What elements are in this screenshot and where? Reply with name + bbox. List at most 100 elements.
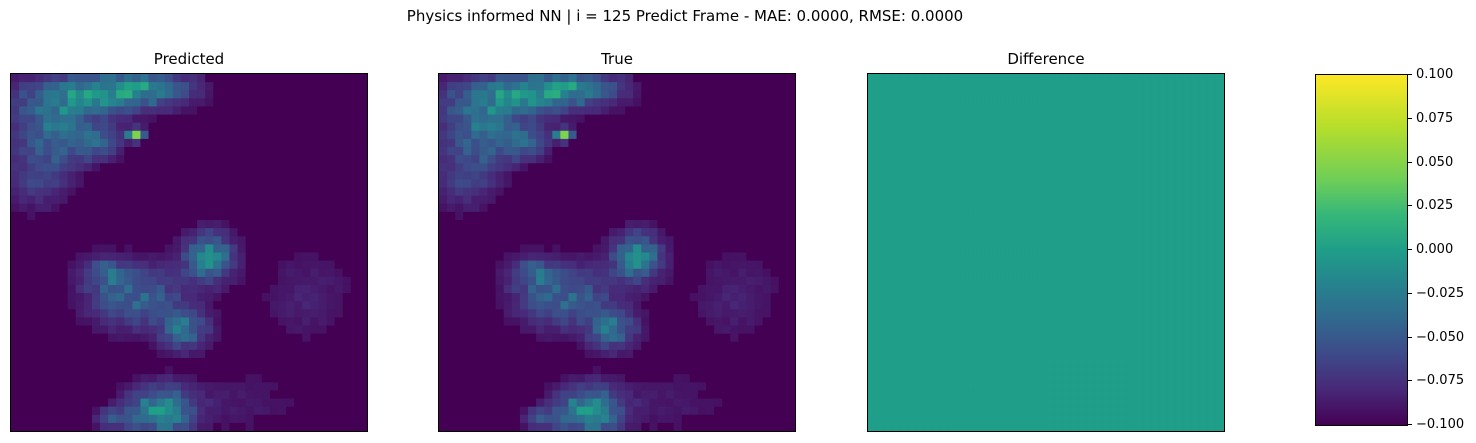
predicted-cell <box>221 325 231 335</box>
difference-cell <box>989 179 999 189</box>
predicted-cell <box>229 82 239 91</box>
true-cell <box>463 211 472 221</box>
predicted-cell <box>27 187 36 197</box>
true-cell <box>503 349 513 359</box>
difference-cell <box>1062 114 1071 124</box>
predicted-cell <box>148 252 158 262</box>
difference-cell <box>965 203 974 213</box>
predicted-cell <box>302 244 311 254</box>
predicted-cell <box>43 325 53 335</box>
true-cell <box>560 260 570 270</box>
true-cell <box>447 82 456 91</box>
difference-cell <box>1191 82 1201 91</box>
true-cell <box>495 179 505 189</box>
difference-cell <box>1167 187 1177 197</box>
true-cell <box>770 260 780 270</box>
true-cell <box>511 171 521 181</box>
difference-cell <box>1183 90 1193 99</box>
predicted-cell <box>27 220 36 229</box>
true-cell <box>471 374 481 383</box>
predicted-cell <box>334 406 344 416</box>
difference-cell <box>1215 203 1224 213</box>
difference-cell <box>932 90 942 99</box>
true-cell <box>495 333 505 343</box>
true-cell <box>576 422 586 431</box>
predicted-cell <box>286 357 295 367</box>
true-cell <box>730 382 739 392</box>
predicted-cell <box>302 163 311 172</box>
true-cell <box>503 236 513 245</box>
true-cell <box>528 268 537 278</box>
predicted-cell <box>51 147 61 156</box>
true-cell <box>568 422 578 431</box>
true-cell <box>584 195 594 205</box>
true-cell <box>681 414 691 424</box>
predicted-cell <box>245 187 255 197</box>
true-cell <box>714 130 723 140</box>
predicted-cell <box>156 203 166 213</box>
difference-cell <box>1175 187 1185 197</box>
difference-cell <box>1046 74 1055 83</box>
predicted-cell <box>148 366 158 375</box>
true-cell <box>479 276 489 286</box>
true-cell <box>762 122 772 132</box>
predicted-cell <box>358 260 367 270</box>
predicted-cell <box>132 382 142 392</box>
difference-cell <box>989 98 999 108</box>
predicted-cell <box>278 341 287 351</box>
predicted-cell <box>172 382 182 392</box>
true-cell <box>665 268 675 278</box>
difference-cell <box>1183 163 1193 172</box>
predicted-cell <box>11 390 20 400</box>
true-cell <box>786 98 795 108</box>
true-cell <box>665 171 675 181</box>
true-cell <box>568 398 578 408</box>
predicted-cell <box>148 422 158 431</box>
predicted-cell <box>19 406 28 416</box>
predicted-cell <box>205 390 214 400</box>
true-cell <box>519 155 529 164</box>
true-cell <box>552 333 561 343</box>
difference-cell <box>900 74 910 83</box>
true-cell <box>697 333 707 343</box>
predicted-cell <box>294 138 303 148</box>
predicted-cell <box>180 203 190 213</box>
predicted-cell <box>342 195 352 205</box>
true-cell <box>617 114 626 124</box>
true-cell <box>471 333 481 343</box>
true-cell <box>608 349 618 359</box>
difference-cell <box>1126 187 1136 197</box>
true-cell <box>665 138 675 148</box>
predicted-cell <box>59 293 69 302</box>
difference-cell <box>1005 155 1015 164</box>
true-cell <box>657 244 667 254</box>
predicted-cell <box>164 163 174 172</box>
predicted-cell <box>269 211 279 221</box>
true-cell <box>447 398 456 408</box>
difference-cell <box>1102 179 1112 189</box>
true-cell <box>471 203 481 213</box>
true-cell <box>608 252 618 262</box>
predicted-cell <box>51 74 61 83</box>
predicted-cell <box>213 422 222 431</box>
difference-cell <box>997 268 1007 278</box>
true-cell <box>633 276 642 286</box>
true-cell <box>786 122 795 132</box>
true-cell <box>495 130 505 140</box>
predicted-cell <box>43 260 53 270</box>
predicted-cell <box>358 130 367 140</box>
difference-cell <box>1078 114 1088 124</box>
difference-cell <box>1191 106 1201 116</box>
predicted-cell <box>172 220 182 229</box>
predicted-cell <box>213 171 222 181</box>
true-cell <box>495 284 505 294</box>
difference-cell <box>989 244 999 254</box>
true-cell <box>762 195 772 205</box>
true-cell <box>487 252 497 262</box>
true-cell <box>665 236 675 245</box>
true-cell <box>584 284 594 294</box>
difference-cell <box>1094 147 1104 156</box>
true-cell <box>576 211 586 221</box>
difference-cell <box>1037 82 1047 91</box>
difference-cell <box>1151 211 1160 221</box>
